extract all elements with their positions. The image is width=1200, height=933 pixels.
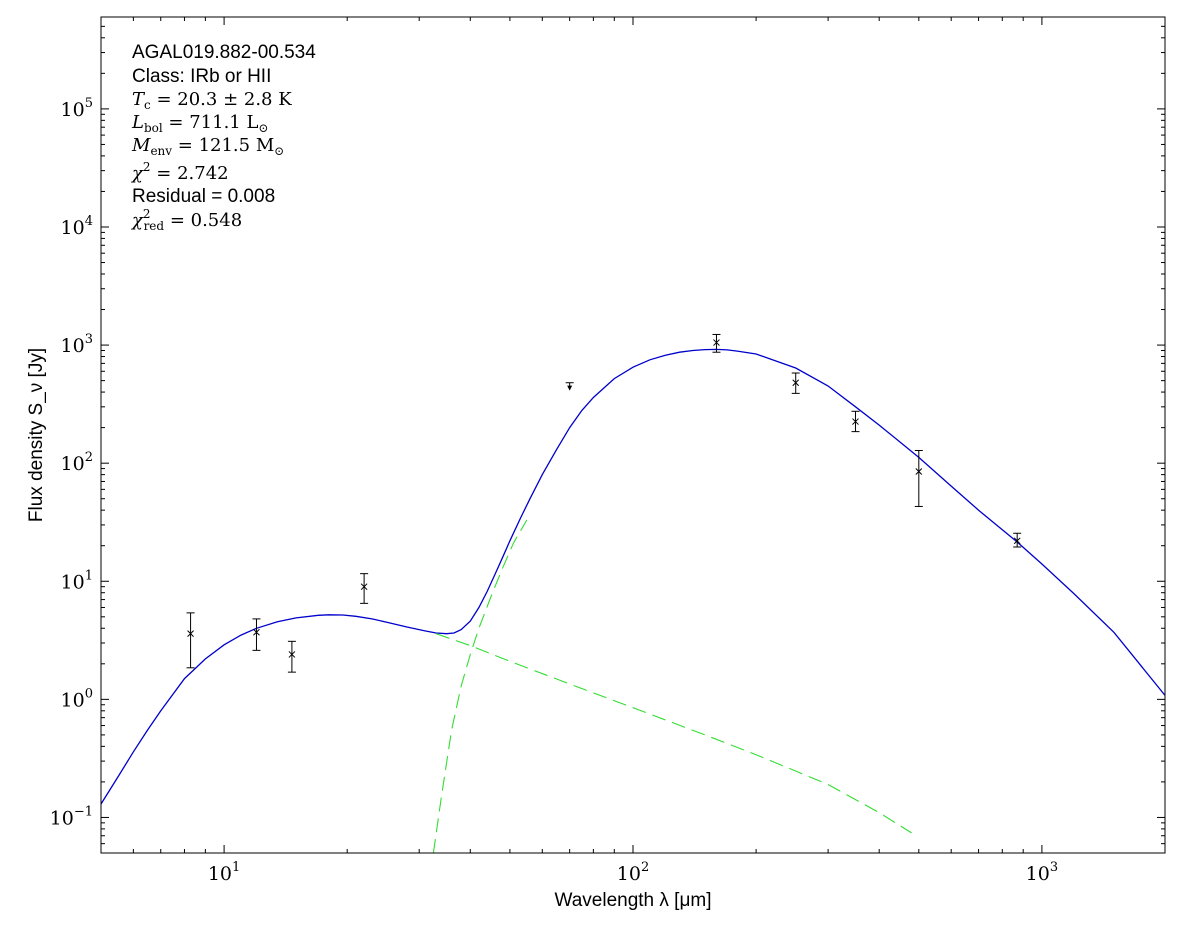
tick-labels: 101 102 103 10−1 100 101 102 103 104 105 <box>50 96 1059 885</box>
x-tick-label: 101 <box>208 860 240 885</box>
point-marker <box>852 418 859 425</box>
point-marker <box>253 628 260 636</box>
envelope-mass-annotation: Menv = 121.5 M⊙ <box>131 135 284 158</box>
residual-annotation: Residual = 0.008 <box>132 186 275 207</box>
y-axis-label: Flux density S_ν [Jy] <box>26 348 47 522</box>
sed-component-curve-1 <box>435 633 912 834</box>
luminosity-annotation: Lbol = 711.1 L⊙ <box>131 112 269 135</box>
annotation-block: AGAL019.882-00.534 Class: IRb or HII Tc … <box>130 42 316 233</box>
y-tick-label: 104 <box>61 214 93 239</box>
data-point <box>186 612 195 669</box>
point-marker <box>792 379 800 387</box>
y-tick-label: 100 <box>61 686 93 711</box>
data-point <box>712 333 721 353</box>
source-name: AGAL019.882-00.534 <box>132 42 316 63</box>
data-point <box>360 573 369 604</box>
point-marker <box>288 651 296 658</box>
x-tick-label: 102 <box>617 860 649 885</box>
source-class: Class: IRb or HII <box>132 66 271 87</box>
x-axis-label: Wavelength λ [μm] <box>554 890 711 911</box>
point-marker <box>713 339 720 346</box>
data-point <box>252 618 261 651</box>
point-marker <box>360 583 368 591</box>
y-tick-label: 10−1 <box>50 804 93 829</box>
plot-points <box>186 333 1022 673</box>
point-marker <box>915 468 923 475</box>
data-point <box>914 450 923 507</box>
x-tick-label: 103 <box>1026 860 1058 885</box>
plot-lines <box>101 348 1165 853</box>
chi-squared-annotation: χ2 = 2.742 <box>130 160 229 184</box>
y-tick-label: 102 <box>61 450 93 475</box>
upper-limit-point <box>565 382 574 391</box>
point-marker <box>1013 537 1021 545</box>
y-tick-label: 105 <box>61 96 93 121</box>
point-marker <box>187 630 194 638</box>
data-point <box>1013 532 1022 548</box>
sed-model-curve <box>101 348 1165 805</box>
upper-limit-arrow <box>567 385 573 391</box>
reduced-chi-squared-annotation: χ2 red = 0.548 <box>130 207 242 233</box>
sed-component-curve-2 <box>432 519 528 853</box>
data-point <box>791 372 800 394</box>
ticks <box>100 16 1166 854</box>
data-point <box>287 640 296 673</box>
temperature-annotation: Tc = 20.3 ± 2.8 K <box>132 89 292 112</box>
y-tick-label: 103 <box>61 332 93 357</box>
y-tick-label: 101 <box>61 568 93 593</box>
data-point <box>851 410 860 433</box>
